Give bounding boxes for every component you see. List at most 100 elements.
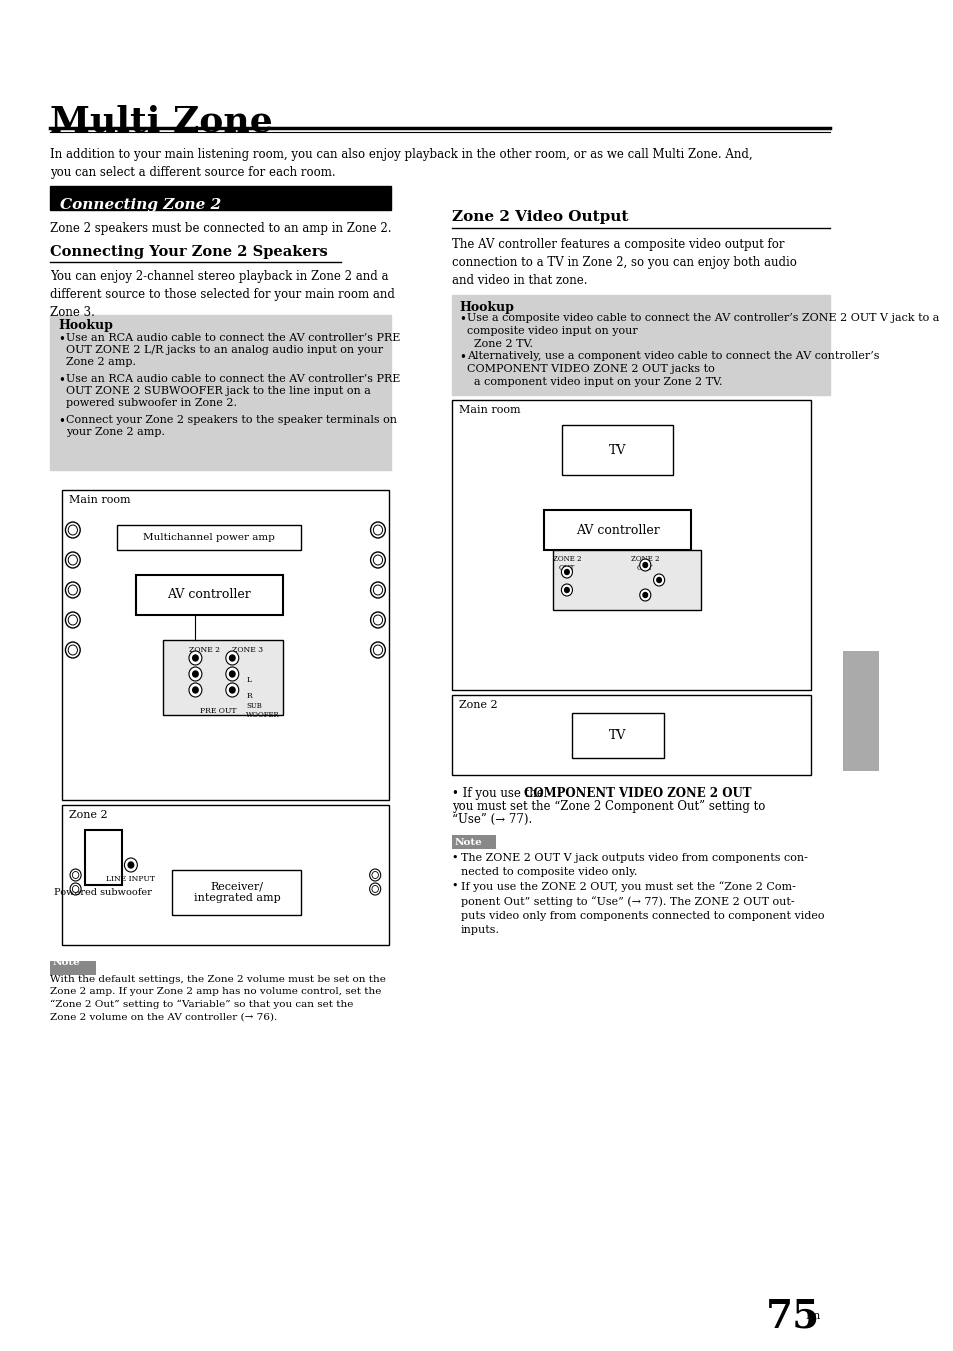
Text: “Use” (→ 77).: “Use” (→ 77). — [451, 813, 532, 825]
Circle shape — [193, 655, 198, 661]
Circle shape — [564, 588, 569, 593]
Text: En: En — [804, 1310, 820, 1321]
Text: Multichannel power amp: Multichannel power amp — [143, 534, 274, 542]
Bar — [172, 870, 301, 915]
Text: •: • — [458, 313, 465, 326]
Text: Zone 2 amp.: Zone 2 amp. — [67, 357, 136, 367]
Text: OUT ZONE 2 SUBWOOFER jack to the line input on a: OUT ZONE 2 SUBWOOFER jack to the line in… — [67, 386, 371, 396]
Text: Powered subwoofer: Powered subwoofer — [54, 888, 152, 897]
Bar — [62, 490, 389, 800]
Bar — [50, 961, 95, 975]
Circle shape — [372, 871, 378, 878]
Bar — [163, 640, 283, 715]
Text: Zone 2 speakers must be connected to an amp in Zone 2.: Zone 2 speakers must be connected to an … — [50, 222, 391, 235]
Text: Zone 2: Zone 2 — [69, 811, 108, 820]
Circle shape — [560, 584, 572, 596]
Circle shape — [370, 612, 385, 628]
Circle shape — [639, 589, 650, 601]
Circle shape — [370, 521, 385, 538]
Text: AV controller: AV controller — [576, 523, 659, 536]
Text: OUT ZONE 2 L/R jacks to an analog audio input on your: OUT ZONE 2 L/R jacks to an analog audio … — [67, 345, 383, 355]
Circle shape — [69, 555, 77, 565]
Circle shape — [226, 684, 238, 697]
Circle shape — [369, 884, 380, 894]
Text: •: • — [58, 374, 65, 386]
Text: ZONE 2
OUT: ZONE 2 OUT — [552, 555, 580, 573]
Text: •: • — [458, 351, 465, 363]
Circle shape — [66, 521, 80, 538]
Circle shape — [653, 574, 664, 586]
Text: LINE INPUT: LINE INPUT — [107, 875, 155, 884]
Circle shape — [69, 526, 77, 535]
Circle shape — [69, 615, 77, 626]
Text: SUB
WOOFER: SUB WOOFER — [246, 703, 279, 719]
Circle shape — [189, 667, 202, 681]
Text: In addition to your main listening room, you can also enjoy playback in the othe: In addition to your main listening room,… — [50, 149, 752, 178]
Text: The ZONE 2 OUT V jack outputs video from components con-
nected to composite vid: The ZONE 2 OUT V jack outputs video from… — [460, 852, 807, 877]
Circle shape — [230, 671, 234, 677]
Text: Hookup: Hookup — [58, 319, 112, 332]
Bar — [451, 835, 496, 848]
Circle shape — [370, 642, 385, 658]
Text: • If you use the: • If you use the — [451, 788, 547, 800]
Text: You can enjoy 2-channel stereo playback in Zone 2 and a
different source to thos: You can enjoy 2-channel stereo playback … — [50, 270, 395, 319]
Circle shape — [373, 555, 382, 565]
Text: ZONE 3: ZONE 3 — [233, 646, 263, 654]
Text: COMPONENT VIDEO ZONE 2 OUT: COMPONENT VIDEO ZONE 2 OUT — [523, 788, 750, 800]
Circle shape — [70, 884, 81, 894]
Circle shape — [189, 651, 202, 665]
Bar — [62, 805, 389, 944]
Text: R: R — [246, 692, 252, 700]
Bar — [451, 400, 810, 690]
Circle shape — [70, 869, 81, 881]
Circle shape — [372, 885, 378, 893]
Circle shape — [639, 559, 650, 571]
Text: Use a composite video cable to connect the AV controller’s ZONE 2 OUT V jack to : Use a composite video cable to connect t… — [467, 313, 939, 350]
Bar — [842, 651, 880, 771]
Text: If you use the ZONE 2 OUT, you must set the “Zone 2 Com-
ponent Out” setting to : If you use the ZONE 2 OUT, you must set … — [460, 881, 823, 935]
Text: Use an RCA audio cable to connect the AV controller’s PRE: Use an RCA audio cable to connect the AV… — [67, 332, 400, 343]
Bar — [571, 713, 663, 758]
Circle shape — [230, 688, 234, 693]
Bar — [561, 426, 672, 476]
Text: The AV controller features a composite video output for
connection to a TV in Zo: The AV controller features a composite v… — [451, 238, 796, 286]
Text: your Zone 2 amp.: your Zone 2 amp. — [67, 427, 165, 436]
Circle shape — [66, 582, 80, 598]
Text: ZONE 2
OUT: ZONE 2 OUT — [630, 555, 659, 573]
Circle shape — [193, 671, 198, 677]
Text: you must set the “Zone 2 Component Out” setting to: you must set the “Zone 2 Component Out” … — [451, 800, 764, 813]
Text: •: • — [451, 881, 457, 892]
Circle shape — [66, 642, 80, 658]
Circle shape — [560, 566, 572, 578]
Text: Zone 2 Video Output: Zone 2 Video Output — [451, 209, 627, 224]
Text: Main room: Main room — [69, 494, 131, 505]
Circle shape — [226, 667, 238, 681]
Circle shape — [369, 869, 380, 881]
Text: •: • — [451, 852, 457, 863]
Circle shape — [226, 651, 238, 665]
Circle shape — [642, 562, 647, 567]
Text: PRE OUT: PRE OUT — [200, 707, 236, 715]
Text: AV controller: AV controller — [167, 589, 251, 601]
FancyBboxPatch shape — [50, 186, 391, 209]
Bar — [451, 694, 810, 775]
Text: TV: TV — [608, 443, 626, 457]
Circle shape — [642, 593, 647, 597]
Text: Multi Zone: Multi Zone — [50, 105, 273, 139]
Circle shape — [370, 553, 385, 567]
Circle shape — [189, 684, 202, 697]
Circle shape — [124, 858, 137, 871]
Circle shape — [370, 582, 385, 598]
Circle shape — [373, 526, 382, 535]
Text: TV: TV — [608, 730, 626, 742]
Text: •: • — [58, 415, 65, 428]
Circle shape — [656, 577, 660, 582]
Text: Connecting Zone 2: Connecting Zone 2 — [60, 199, 221, 212]
Text: Use an RCA audio cable to connect the AV controller’s PRE: Use an RCA audio cable to connect the AV… — [67, 374, 400, 384]
Text: Alternatively, use a component video cable to connect the AV controller’s COMPON: Alternatively, use a component video cab… — [467, 351, 879, 388]
Text: Note: Note — [52, 958, 80, 967]
Circle shape — [230, 655, 234, 661]
Circle shape — [373, 585, 382, 594]
FancyBboxPatch shape — [451, 295, 829, 394]
FancyBboxPatch shape — [50, 315, 391, 470]
